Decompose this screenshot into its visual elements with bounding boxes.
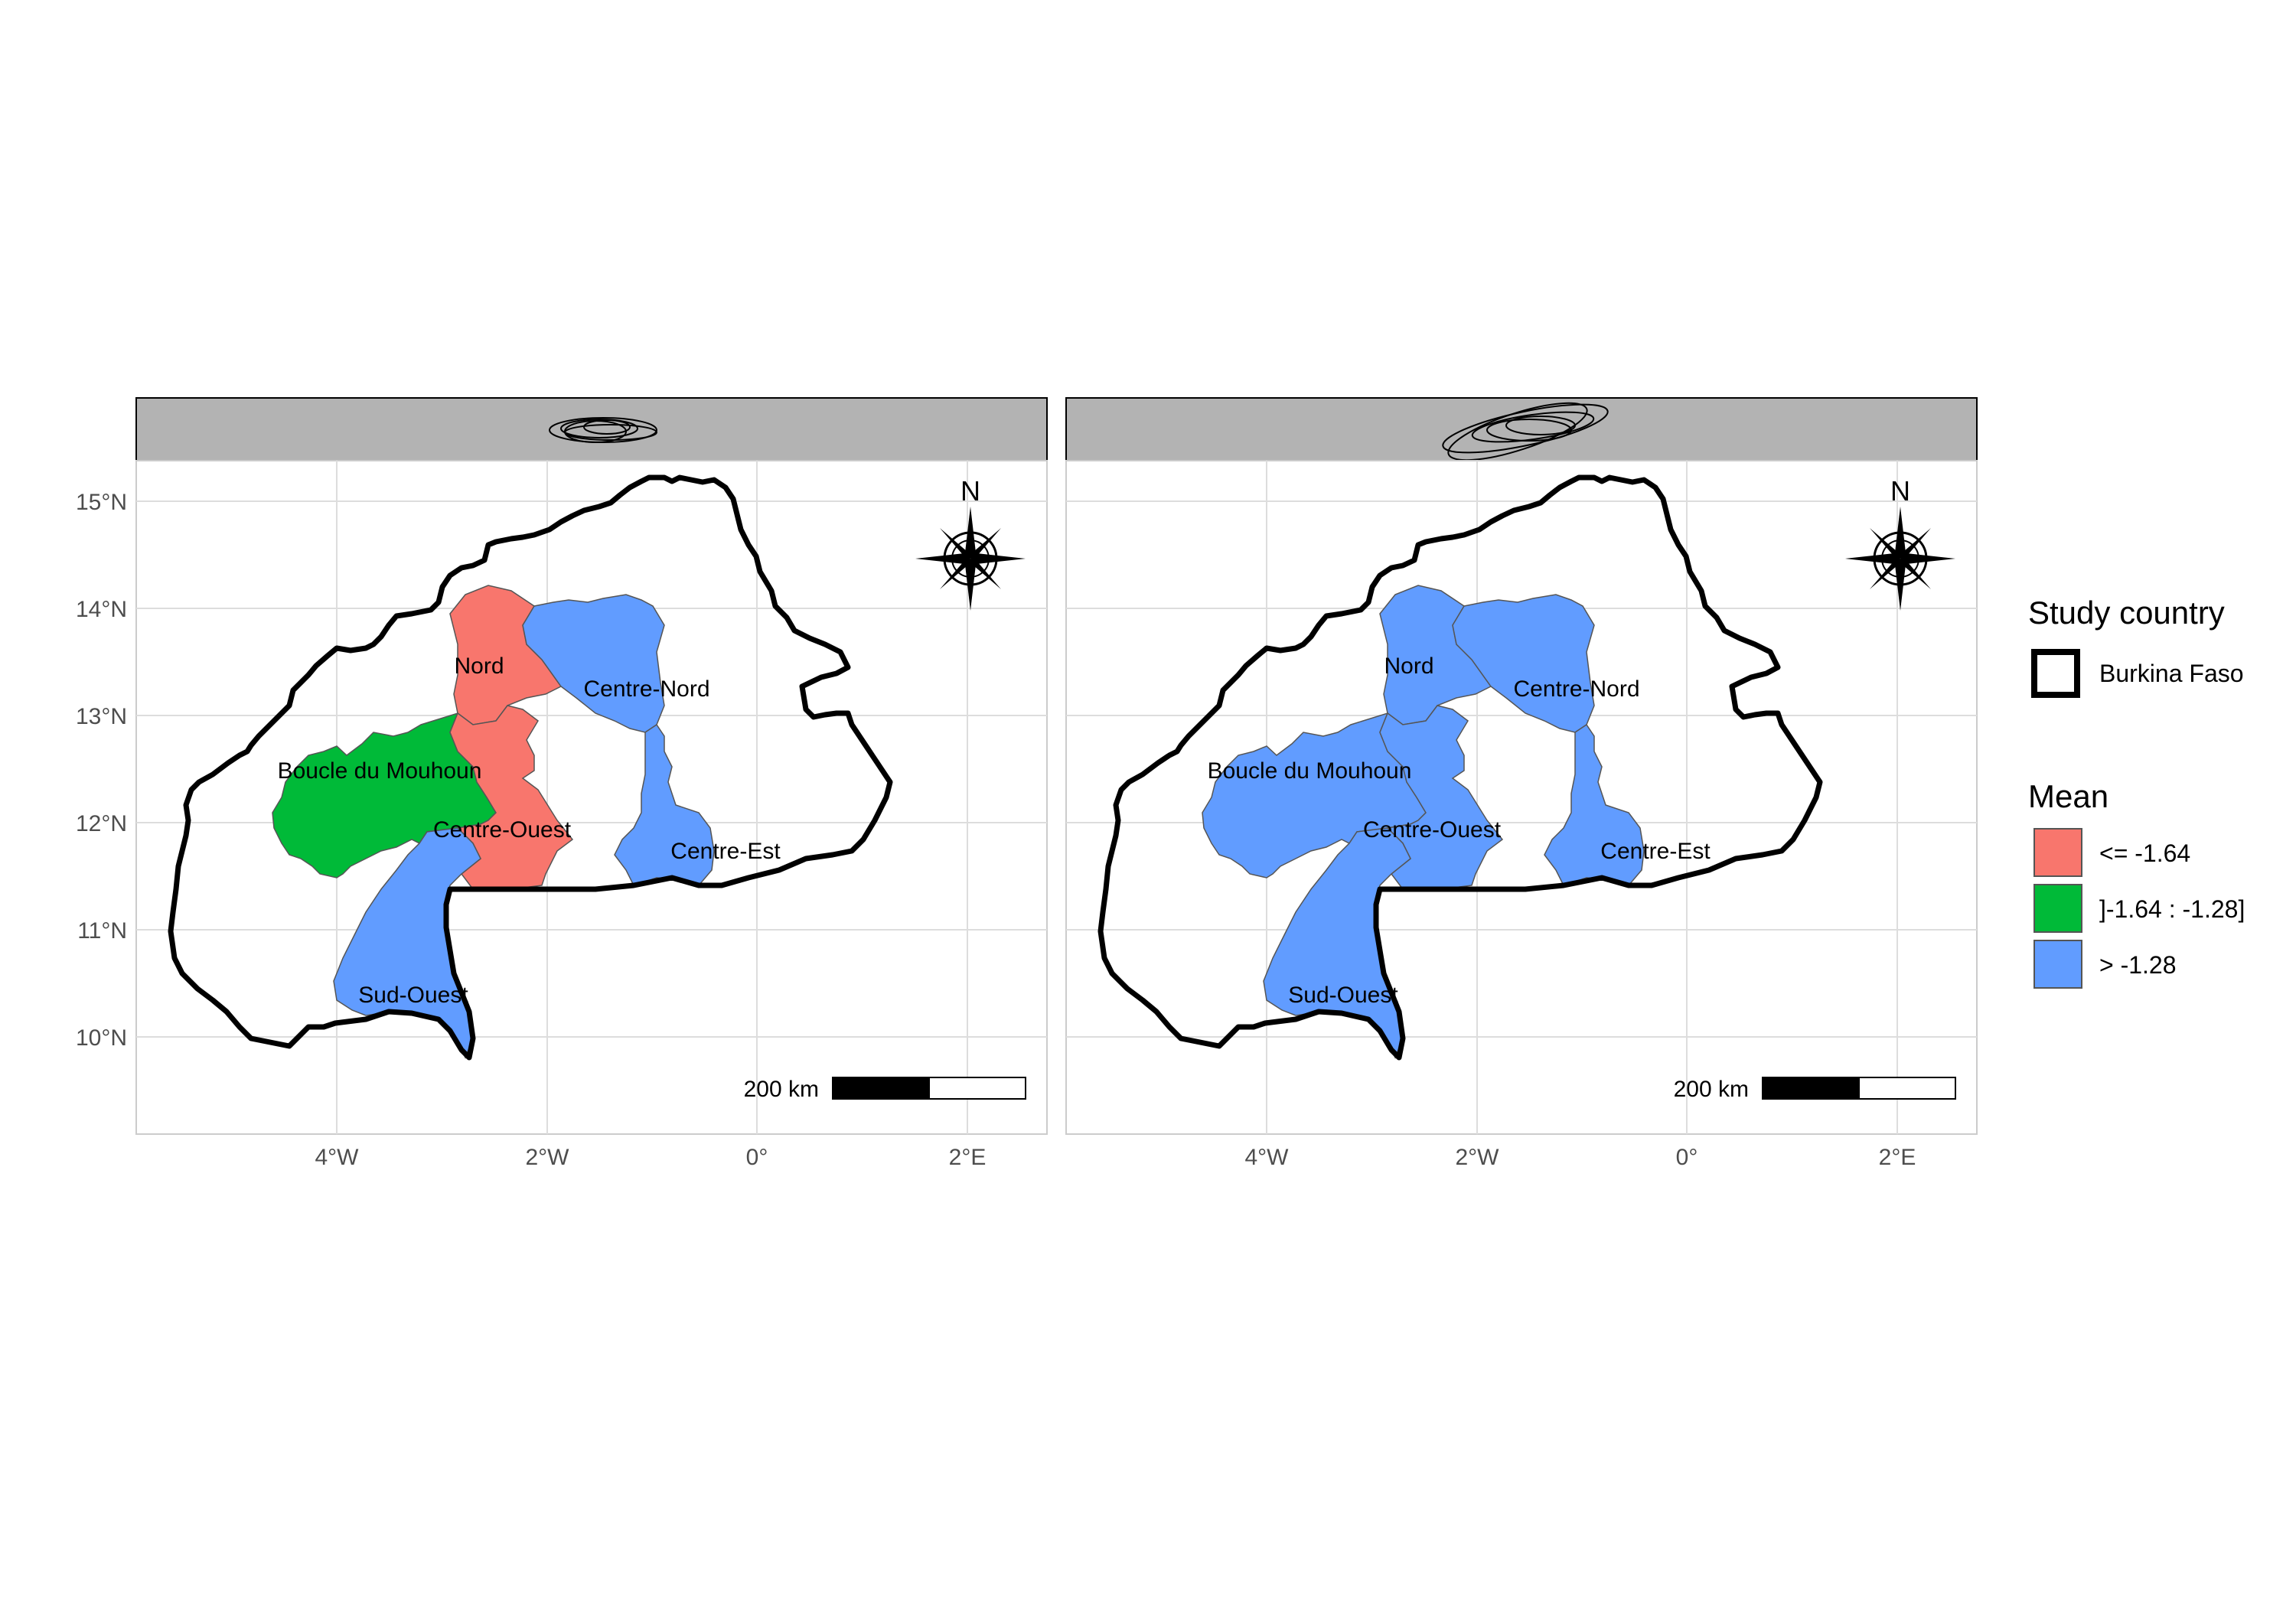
x-axis: 4°W 2°W 0° 2°E: [315, 1145, 987, 1170]
country-border: [1097, 474, 1823, 1061]
scale-bar: 200 km: [744, 1077, 1026, 1102]
map-panel-2: Nord Centre-Nord Boucle du Mouhoun Centr…: [1065, 397, 1978, 1170]
label-nord: Nord: [1384, 654, 1433, 679]
panel-strip: [135, 397, 1048, 461]
legend-key-2: [2033, 940, 2082, 989]
country-border: [168, 474, 893, 1061]
legend-key-0: [2033, 828, 2082, 877]
legend-study-key: [2031, 649, 2080, 698]
x-tick-label: 4°W: [1245, 1145, 1290, 1170]
region-centre-ouest: [449, 705, 574, 890]
strip-scribble-icon: [549, 417, 657, 443]
plot-panel: [1065, 460, 1978, 1135]
plot-panel: [135, 460, 1048, 1135]
x-tick-label: 2°W: [526, 1145, 570, 1170]
north-label: N: [960, 475, 980, 507]
y-axis: 15°N 14°N 13°N 12°N 11°N 10°N: [76, 490, 127, 1051]
region-centre-nord: [522, 594, 665, 733]
legend-mean-title: Mean: [2028, 778, 2108, 814]
label-centre-nord: Centre-Nord: [1513, 676, 1639, 702]
region-nord: [1379, 585, 1492, 725]
x-tick-label: 0°: [1676, 1145, 1698, 1170]
map-panel-1: Nord Centre-Nord Boucle du Mouhoun Centr…: [76, 397, 1048, 1170]
legend-label-1: ]-1.64 : -1.28]: [2099, 895, 2245, 923]
legend-study-title: Study country: [2028, 595, 2225, 631]
north-arrow-icon: N: [1845, 475, 1955, 611]
x-tick-label: 2°E: [1879, 1145, 1916, 1170]
y-tick-label: 13°N: [76, 704, 127, 729]
gridlines: [1066, 461, 1977, 1134]
x-tick-label: 2°E: [949, 1145, 987, 1170]
north-arrow-icon: N: [915, 475, 1026, 611]
y-tick-label: 14°N: [76, 597, 127, 622]
label-centre-est: Centre-Est: [1600, 839, 1711, 864]
legend: Study country Burkina Faso Mean <= -1.64…: [2028, 595, 2245, 989]
label-sud-ouest: Sud-Ouest: [1288, 983, 1398, 1008]
label-sud-ouest: Sud-Ouest: [358, 983, 468, 1008]
legend-label-0: <= -1.64: [2099, 839, 2190, 867]
region-centre-ouest: [1379, 705, 1504, 890]
y-tick-label: 10°N: [76, 1025, 127, 1051]
legend-study-item: Burkina Faso: [2099, 660, 2244, 687]
x-tick-label: 0°: [746, 1145, 768, 1170]
x-tick-label: 2°W: [1456, 1145, 1500, 1170]
region-nord: [449, 585, 563, 725]
label-nord: Nord: [454, 654, 504, 679]
y-tick-label: 11°N: [77, 918, 127, 944]
label-centre-ouest: Centre-Ouest: [1363, 817, 1502, 843]
legend-key-1: [2033, 884, 2082, 933]
y-tick-label: 12°N: [76, 811, 127, 836]
label-centre-est: Centre-Est: [670, 839, 781, 864]
region-centre-nord: [1452, 594, 1595, 733]
strip-scribble-icon: [1442, 402, 1609, 461]
x-tick-label: 4°W: [315, 1145, 360, 1170]
scale-bar-label: 200 km: [744, 1077, 819, 1102]
x-axis: 4°W 2°W 0° 2°E: [1245, 1145, 1916, 1170]
label-boucle: Boucle du Mouhoun: [278, 758, 482, 784]
y-tick-label: 15°N: [76, 490, 127, 515]
label-boucle: Boucle du Mouhoun: [1208, 758, 1412, 784]
legend-label-2: > -1.28: [2099, 951, 2177, 979]
scale-bar: 200 km: [1674, 1077, 1956, 1102]
label-centre-ouest: Centre-Ouest: [433, 817, 572, 843]
scale-bar-label: 200 km: [1674, 1077, 1749, 1102]
panel-strip: [1065, 397, 1978, 461]
label-centre-nord: Centre-Nord: [583, 676, 709, 702]
north-label: N: [1890, 475, 1910, 507]
